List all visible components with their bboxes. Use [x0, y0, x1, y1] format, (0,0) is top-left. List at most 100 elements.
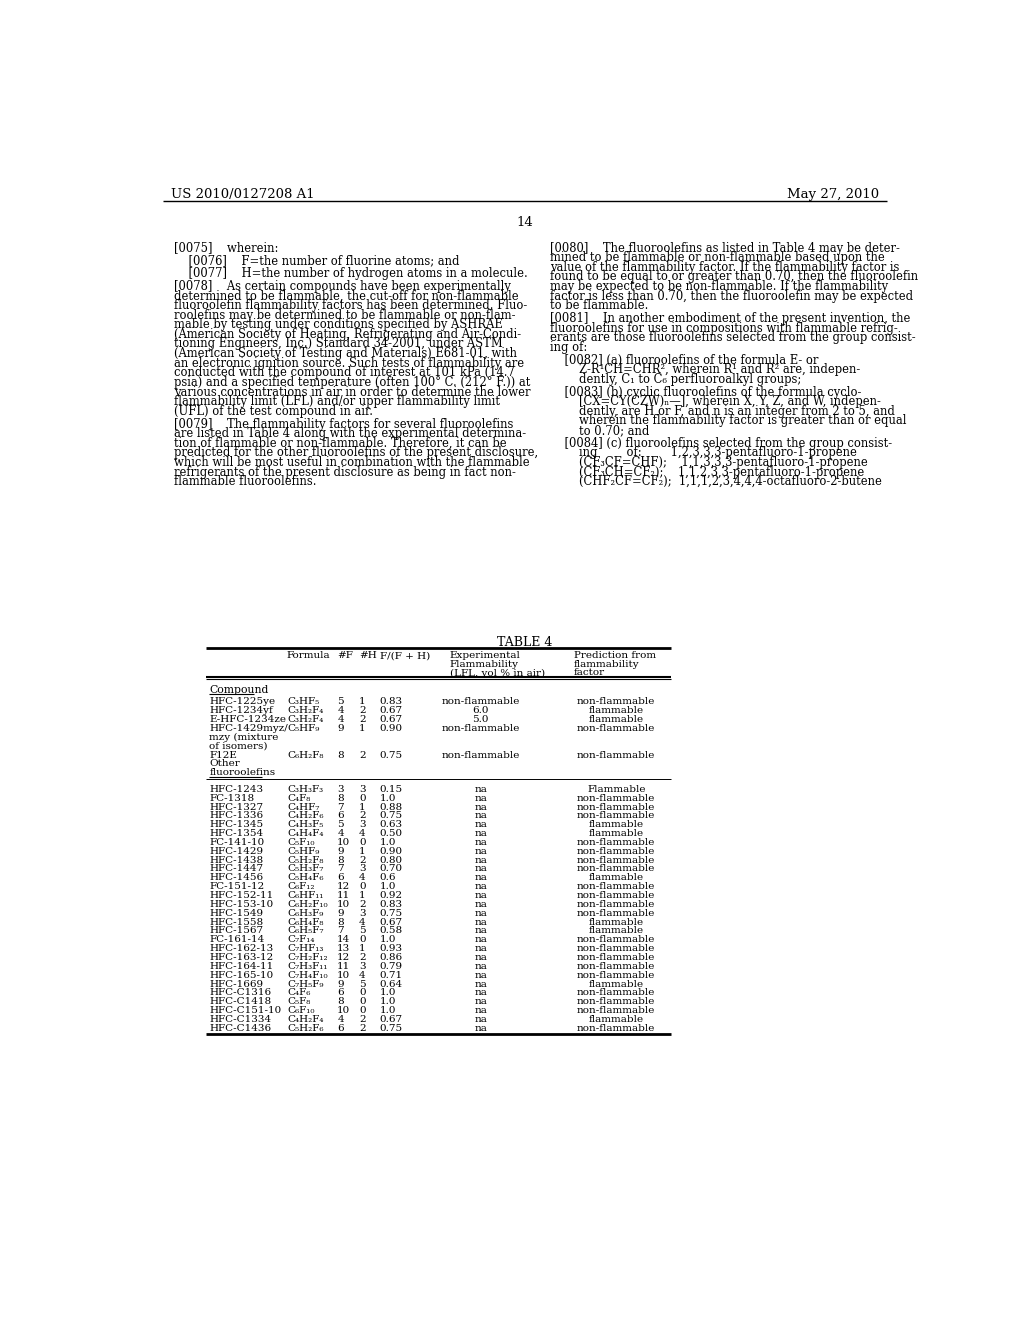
Text: C₇H₅F₉: C₇H₅F₉ — [287, 979, 324, 989]
Text: 0: 0 — [359, 793, 366, 803]
Text: 0.80: 0.80 — [380, 855, 403, 865]
Text: 1: 1 — [359, 847, 366, 855]
Text: 6.0: 6.0 — [472, 706, 488, 715]
Text: non-flammable: non-flammable — [578, 900, 655, 909]
Text: 8: 8 — [337, 793, 344, 803]
Text: (UFL) of the test compound in air.: (UFL) of the test compound in air. — [174, 405, 374, 418]
Text: (LFL, vol % in air): (LFL, vol % in air) — [450, 668, 545, 677]
Text: 0: 0 — [359, 1006, 366, 1015]
Text: non-flammable: non-flammable — [578, 865, 655, 874]
Text: 1.0: 1.0 — [380, 882, 396, 891]
Text: 7: 7 — [337, 865, 344, 874]
Text: HFC-162-13: HFC-162-13 — [209, 944, 273, 953]
Text: [0083] (b) cyclic fluoroolefins of the formula cyclo-: [0083] (b) cyclic fluoroolefins of the f… — [550, 385, 861, 399]
Text: fluoroolefin flammability factors has been determined. Fluo-: fluoroolefin flammability factors has be… — [174, 298, 527, 312]
Text: 2: 2 — [359, 706, 366, 715]
Text: found to be equal to or greater than 0.70, then the fluoroolefin: found to be equal to or greater than 0.7… — [550, 271, 918, 284]
Text: erants are those fluoroolefins selected from the group consist-: erants are those fluoroolefins selected … — [550, 331, 915, 345]
Text: 14: 14 — [516, 216, 534, 230]
Text: na: na — [474, 979, 487, 989]
Text: non-flammable: non-flammable — [578, 944, 655, 953]
Text: TABLE 4: TABLE 4 — [497, 636, 553, 649]
Text: 5: 5 — [359, 927, 366, 936]
Text: various concentrations in air in order to determine the lower: various concentrations in air in order t… — [174, 385, 531, 399]
Text: F/(F + H): F/(F + H) — [380, 651, 430, 660]
Text: Flammability: Flammability — [450, 660, 518, 669]
Text: na: na — [474, 820, 487, 829]
Text: 3: 3 — [359, 865, 366, 874]
Text: 0.90: 0.90 — [380, 723, 403, 733]
Text: [0080]    The fluoroolefins as listed in Table 4 may be deter-: [0080] The fluoroolefins as listed in Ta… — [550, 242, 899, 255]
Text: 0: 0 — [359, 882, 366, 891]
Text: 8: 8 — [337, 751, 344, 759]
Text: HFC-1243: HFC-1243 — [209, 785, 263, 793]
Text: non-flammable: non-flammable — [578, 751, 655, 759]
Text: wherein the flammability factor is greater than or equal: wherein the flammability factor is great… — [550, 414, 906, 428]
Text: may be expected to be non-flammable. If the flammability: may be expected to be non-flammable. If … — [550, 280, 888, 293]
Text: non-flammable: non-flammable — [578, 891, 655, 900]
Text: [0078]    As certain compounds have been experimentally: [0078] As certain compounds have been ex… — [174, 280, 511, 293]
Text: 3: 3 — [337, 785, 344, 793]
Text: 3: 3 — [359, 820, 366, 829]
Text: 1.0: 1.0 — [380, 1006, 396, 1015]
Text: mable by testing under conditions specified by ASHRAE: mable by testing under conditions specif… — [174, 318, 503, 331]
Text: 0: 0 — [359, 989, 366, 998]
Text: 6: 6 — [337, 812, 344, 820]
Text: HFC-1447: HFC-1447 — [209, 865, 263, 874]
Text: flammable: flammable — [589, 874, 644, 882]
Text: 0.50: 0.50 — [380, 829, 403, 838]
Text: HFC-1567: HFC-1567 — [209, 927, 263, 936]
Text: 7: 7 — [337, 803, 344, 812]
Text: non-flammable: non-flammable — [578, 838, 655, 847]
Text: 4: 4 — [359, 970, 366, 979]
Text: non-flammable: non-flammable — [578, 847, 655, 855]
Text: 2: 2 — [359, 1015, 366, 1024]
Text: na: na — [474, 785, 487, 793]
Text: 0.92: 0.92 — [380, 891, 403, 900]
Text: 0.70: 0.70 — [380, 865, 403, 874]
Text: 4: 4 — [337, 829, 344, 838]
Text: 1: 1 — [359, 891, 366, 900]
Text: flammable: flammable — [589, 927, 644, 936]
Text: non-flammable: non-flammable — [578, 908, 655, 917]
Text: HFC-1225ye: HFC-1225ye — [209, 697, 275, 706]
Text: non-flammable: non-flammable — [578, 793, 655, 803]
Text: Formula: Formula — [287, 651, 331, 660]
Text: 6: 6 — [337, 874, 344, 882]
Text: mined to be flammable or non-flammable based upon the: mined to be flammable or non-flammable b… — [550, 251, 885, 264]
Text: na: na — [474, 944, 487, 953]
Text: 0.79: 0.79 — [380, 962, 403, 972]
Text: non-flammable: non-flammable — [578, 697, 655, 706]
Text: na: na — [474, 900, 487, 909]
Text: Experimental: Experimental — [450, 651, 520, 660]
Text: na: na — [474, 908, 487, 917]
Text: flammable: flammable — [589, 706, 644, 715]
Text: 4: 4 — [359, 874, 366, 882]
Text: HFC-165-10: HFC-165-10 — [209, 970, 273, 979]
Text: non-flammable: non-flammable — [578, 803, 655, 812]
Text: na: na — [474, 1015, 487, 1024]
Text: of isomers): of isomers) — [209, 742, 268, 751]
Text: na: na — [474, 998, 487, 1006]
Text: (American Society of Heating, Refrigerating and Air-Condi-: (American Society of Heating, Refrigerat… — [174, 327, 521, 341]
Text: 3: 3 — [359, 785, 366, 793]
Text: na: na — [474, 793, 487, 803]
Text: C₇H₂F₁₂: C₇H₂F₁₂ — [287, 953, 328, 962]
Text: 5: 5 — [337, 697, 344, 706]
Text: C₇H₄F₁₀: C₇H₄F₁₀ — [287, 970, 328, 979]
Text: HFC-C1436: HFC-C1436 — [209, 1024, 271, 1032]
Text: 7: 7 — [337, 927, 344, 936]
Text: Z-R¹CH=CHR², wherein R¹ and R² are, indepen-: Z-R¹CH=CHR², wherein R¹ and R² are, inde… — [550, 363, 860, 376]
Text: HFC-1438: HFC-1438 — [209, 855, 263, 865]
Text: 10: 10 — [337, 970, 350, 979]
Text: 0.67: 0.67 — [380, 1015, 403, 1024]
Text: C₃H₃F₃: C₃H₃F₃ — [287, 785, 323, 793]
Text: 11: 11 — [337, 962, 350, 972]
Text: 1: 1 — [359, 697, 366, 706]
Text: C₅HF₉: C₅HF₉ — [287, 847, 319, 855]
Text: tioning Engineers, Inc.) Standard 34-2001, under ASTM: tioning Engineers, Inc.) Standard 34-200… — [174, 338, 503, 350]
Text: na: na — [474, 1024, 487, 1032]
Text: 0.75: 0.75 — [380, 751, 403, 759]
Text: flammable: flammable — [589, 829, 644, 838]
Text: [0075]    wherein:: [0075] wherein: — [174, 242, 279, 255]
